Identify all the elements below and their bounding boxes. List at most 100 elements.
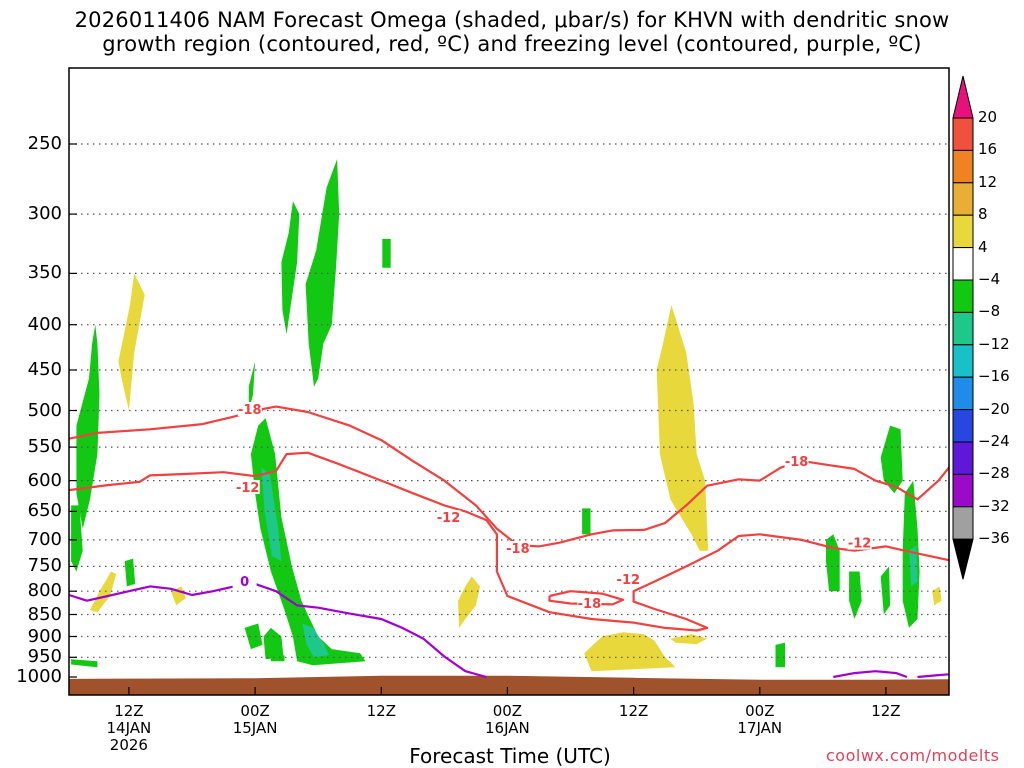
contour-labels-layer: -18 -12 -12 -18 -12 -18 -18 -12 0 (232, 402, 872, 612)
contour-label-bg-8 (232, 574, 257, 588)
x-tick-label-12-3: 2026 (109, 736, 148, 754)
x-tick-label-24-1: 00Z (240, 702, 270, 720)
x-tick-label-60-1: 12Z (618, 702, 649, 720)
gridlines-layer (69, 143, 949, 658)
colorbar-label-9: −20 (978, 399, 1010, 418)
contour-dendritic-2 (548, 590, 625, 606)
omega-shade-20 (584, 632, 676, 672)
colorbar-bin-7 (952, 311, 974, 346)
omega-shade-23 (826, 534, 840, 592)
contour-dendritic-1 (68, 451, 950, 632)
colorbar-bin-6 (952, 279, 974, 313)
omega-shade-29 (932, 586, 942, 606)
contour-freezing-5 (917, 673, 950, 679)
contour-label-bg-7 (847, 535, 872, 550)
y-tick-label-350: 350 (27, 262, 62, 284)
y-tick-label-600: 600 (27, 469, 62, 491)
x-tick-label-48-1: 00Z (492, 702, 523, 720)
omega-shade-2 (124, 558, 136, 587)
plot-frame (68, 67, 950, 696)
x-axis-title: Forecast Time (UTC) (409, 744, 611, 768)
omega-shade-26 (880, 566, 891, 615)
colorbar-label-4: 4 (978, 237, 988, 256)
contour-label-bg-4 (616, 572, 641, 586)
contour-label-5: -18 (578, 597, 602, 612)
contour-label-0: -18 (238, 403, 262, 418)
y-tick-label-300: 300 (27, 203, 62, 225)
chart-title-line1: 2026011406 NAM Forecast Omega (shaded, μ… (74, 8, 950, 32)
colorbar-label-8: −16 (978, 367, 1010, 386)
x-tick-label-12-1: 12Z (114, 702, 144, 720)
colorbar-bin-12 (952, 473, 974, 508)
ground-layer (69, 675, 949, 695)
contour-label-bg-0 (237, 402, 262, 416)
contour-label-bg-6 (784, 453, 809, 468)
credit-link[interactable]: coolwx.com/modelts (826, 746, 1000, 765)
omega-shade-22 (775, 642, 785, 668)
colorbar-bin-2 (952, 149, 974, 184)
contour-label-3: -18 (506, 542, 530, 557)
y-tick-label-650: 650 (27, 500, 62, 522)
colorbar-label-2: 12 (978, 172, 998, 191)
contour-dendritic-0 (68, 405, 950, 548)
colorbar-label-6: −8 (978, 302, 1001, 321)
omega-shade-18 (582, 508, 591, 535)
omega-shade-4 (118, 273, 145, 411)
x-tick-label-84-1: 12Z (871, 702, 901, 720)
y-tick-label-950: 950 (27, 646, 62, 668)
omega-shade-13 (382, 238, 391, 268)
colorbar-label-0: 20 (978, 108, 998, 126)
colorbar-label-10: −24 (978, 432, 1010, 450)
omega-shade-24 (849, 571, 862, 619)
colorbar-label-5: −4 (978, 270, 1001, 288)
contour-label-4: -12 (617, 573, 641, 588)
chart-title-line2: growth region (contoured, red, ºC) and f… (102, 32, 922, 56)
colorbar-bin-4 (952, 214, 974, 249)
colorbar-bin-3 (952, 182, 974, 216)
omega-shade-9 (261, 467, 282, 562)
y-tick-label-500: 500 (27, 399, 62, 421)
colorbar-bin-10 (952, 409, 974, 443)
contour-label-6: -18 (785, 455, 809, 470)
omega-shade-11 (281, 201, 300, 335)
y-tick-label-800: 800 (27, 580, 62, 602)
x-tick-label-72-1: 00Z (745, 702, 775, 720)
x-tick-label-24-2: 15JAN (232, 719, 278, 737)
colorbar-bin-13 (952, 506, 974, 540)
colorbar-label-13: −36 (978, 529, 1010, 548)
colorbar-label-11: −28 (978, 464, 1010, 483)
y-tick-label-700: 700 (27, 528, 62, 550)
y-tick-label-250: 250 (27, 133, 62, 154)
contours-layer (68, 405, 950, 679)
colorbar-bottom-arrow (952, 538, 974, 580)
omega-shade-25 (880, 425, 903, 494)
contour-label-8: 0 (240, 575, 249, 590)
colorbar-label-7: −12 (978, 334, 1010, 353)
colorbar-label-3: 8 (978, 205, 988, 224)
omega-shade-17 (458, 576, 481, 628)
contour-freezing-3 (68, 582, 487, 679)
x-tick-label-48-2: 16JAN (485, 719, 530, 737)
y-tick-label-450: 450 (27, 359, 62, 380)
omega-shade-21 (670, 634, 708, 645)
y-tick-label-1000: 1000 (16, 666, 62, 687)
omega-shade-16 (270, 655, 285, 662)
y-tick-label-900: 900 (27, 625, 62, 647)
y-tick-label-750: 750 (27, 555, 62, 577)
colorbar-bin-9 (952, 376, 974, 411)
colorbar-label-1: 16 (978, 140, 998, 159)
colorbar-bin-11 (952, 441, 974, 475)
contour-label-bg-3 (505, 541, 530, 555)
colorbar-bin-1 (952, 117, 974, 151)
contour-label-2: -12 (437, 511, 461, 526)
contour-label-bg-1 (235, 480, 260, 494)
omega-shade-0 (71, 505, 83, 572)
colorbar (952, 75, 974, 580)
y-tick-label-400: 400 (27, 313, 62, 335)
contour-freezing-4 (833, 670, 908, 679)
contour-label-bg-2 (436, 510, 461, 525)
y-tick-label-550: 550 (27, 436, 62, 458)
omega-shade-5 (90, 571, 117, 613)
